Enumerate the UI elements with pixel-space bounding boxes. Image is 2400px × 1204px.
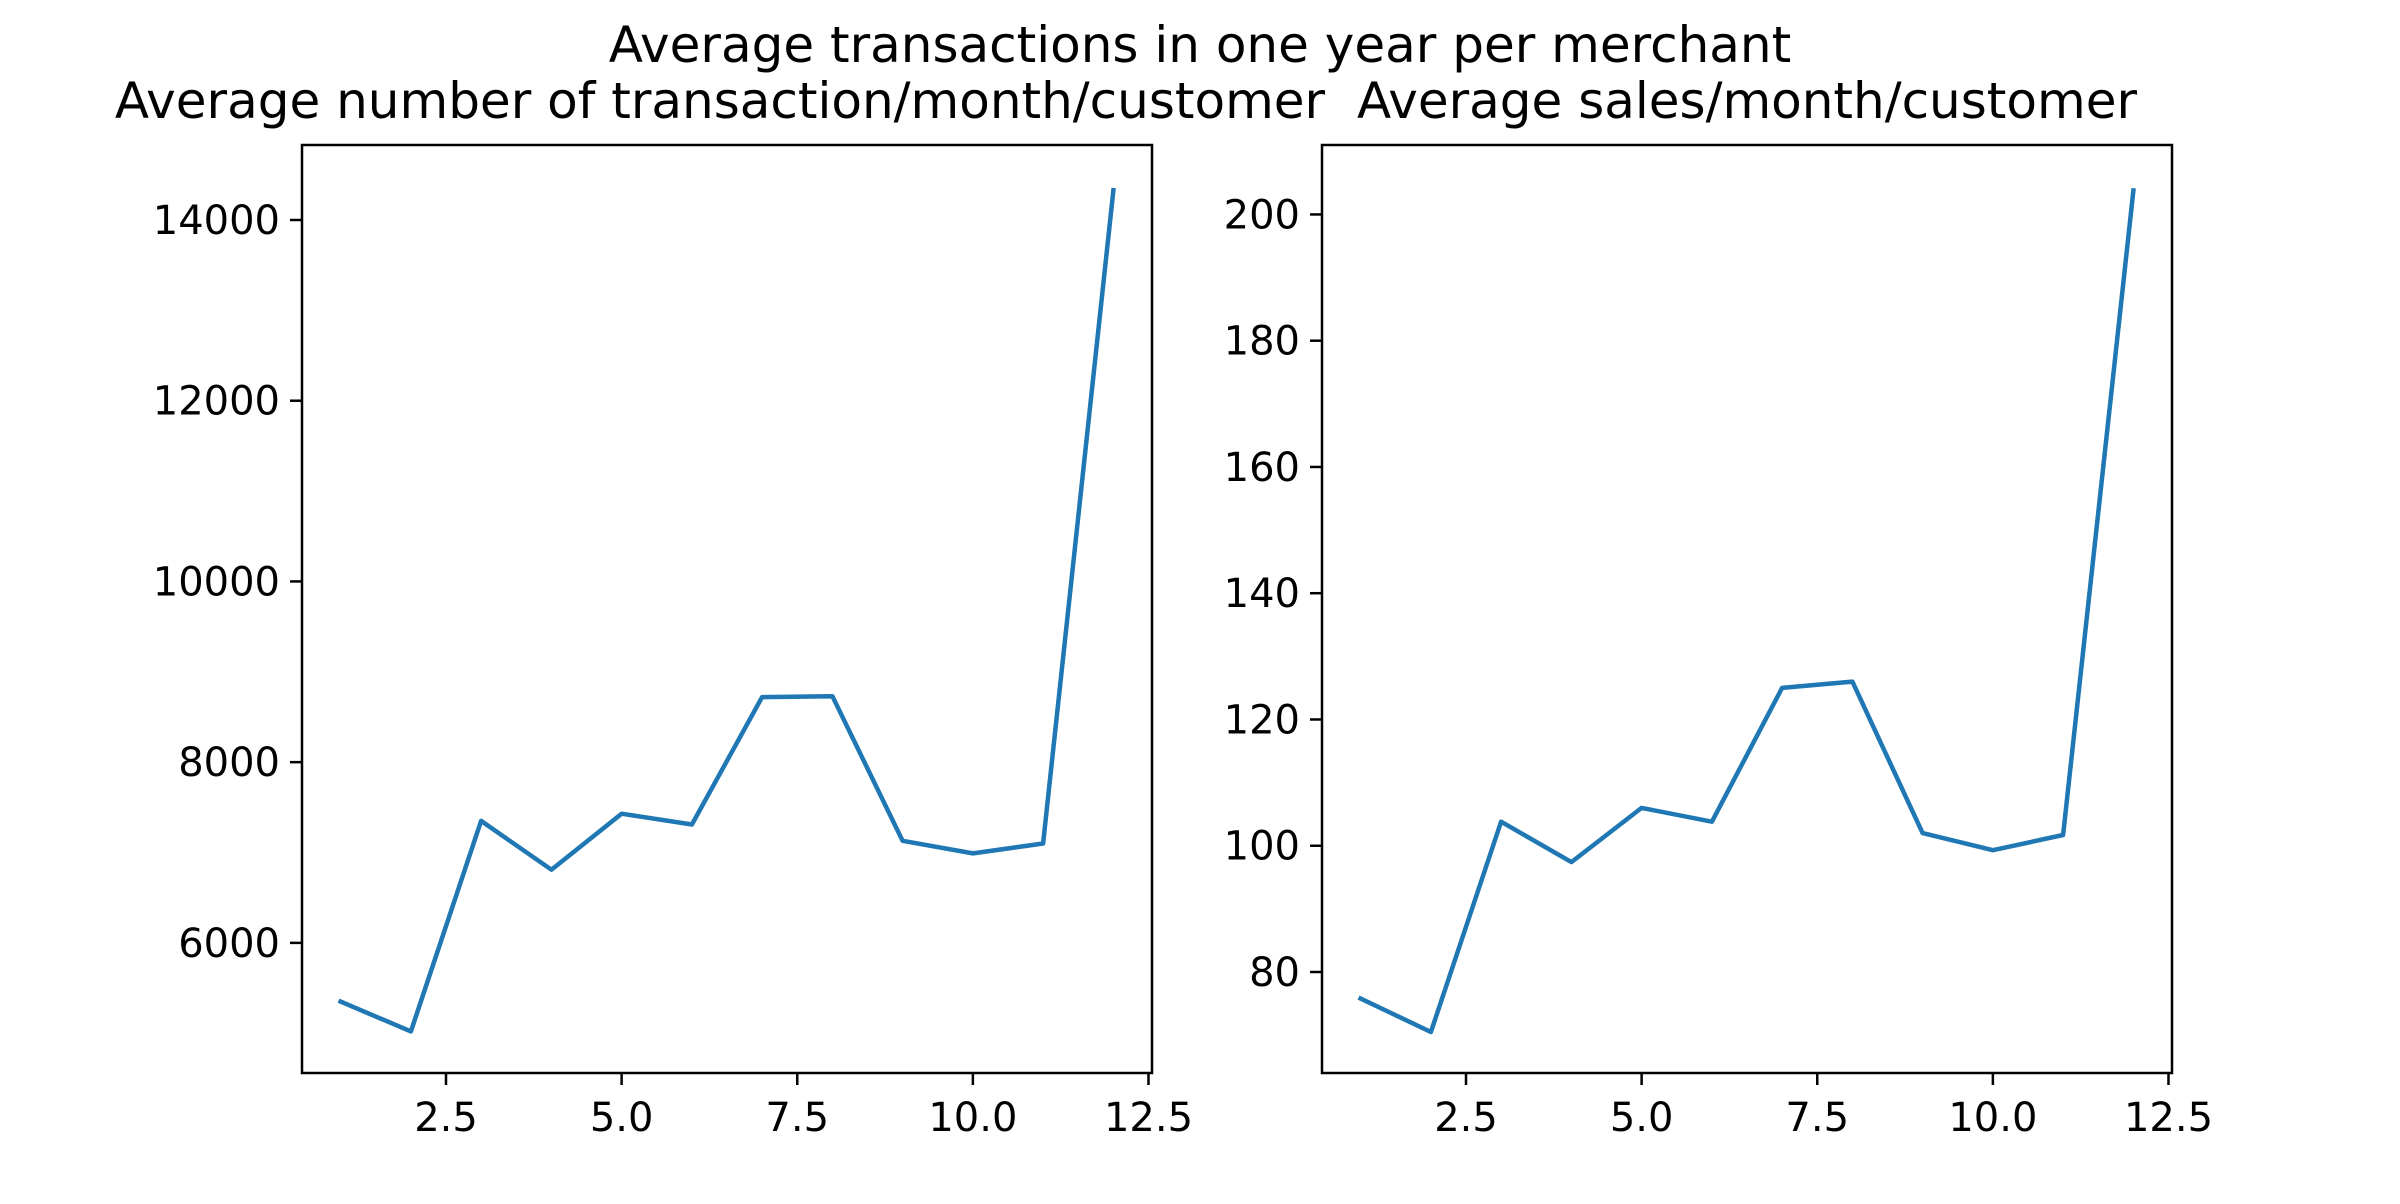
y-tick-label: 200 <box>1224 192 1300 238</box>
data-point <box>1850 680 1854 684</box>
data-point <box>409 1029 413 1033</box>
x-tick-label: 10.0 <box>928 1095 1017 1141</box>
x-tick-label: 5.0 <box>590 1095 654 1141</box>
subplot-title: Average sales/month/customer <box>1357 72 2137 130</box>
data-point <box>549 868 553 872</box>
data-point <box>620 812 624 816</box>
axes-frame <box>1320 143 2174 1075</box>
subplot-title: Average number of transaction/month/cust… <box>115 72 1326 130</box>
data-point <box>1359 997 1363 1001</box>
y-tick-label: 14000 <box>153 198 280 244</box>
x-tick-label: 10.0 <box>1948 1095 2037 1141</box>
series-line <box>337 187 1116 1034</box>
data-point <box>971 851 975 855</box>
data-point <box>1041 841 1045 845</box>
x-tick-label: 2.5 <box>1434 1095 1498 1141</box>
subplot-1: Average number of transaction/month/cust… <box>115 72 1326 1141</box>
data-point <box>1569 860 1573 864</box>
data-point <box>901 839 905 843</box>
subplot-2: Average sales/month/customer 2.5 5.0 7.5 10.… <box>1224 72 2213 1141</box>
data-point <box>1640 806 1644 810</box>
y-tick-label: 140 <box>1224 571 1300 617</box>
y-tick-label: 8000 <box>178 740 280 786</box>
x-tick-label: 5.0 <box>1610 1095 1674 1141</box>
y-tick-label: 12000 <box>153 379 280 425</box>
data-point <box>1429 1030 1433 1034</box>
axes-frame <box>300 143 1154 1075</box>
x-tick-label: 2.5 <box>414 1095 478 1141</box>
data-point <box>479 819 483 823</box>
data-point <box>339 1000 343 1004</box>
data-point <box>2131 188 2135 192</box>
data-point <box>830 694 834 698</box>
y-tick-label: 6000 <box>178 921 280 967</box>
y-tick-label: 10000 <box>153 559 280 605</box>
series-line <box>1357 188 2136 1035</box>
x-tick-label: 7.5 <box>1785 1095 1849 1141</box>
x-tick-label: 12.5 <box>2124 1095 2213 1141</box>
data-point <box>1499 820 1503 824</box>
y-tick-label: 160 <box>1224 445 1300 491</box>
figure-title: Average transactions in one year per mer… <box>608 16 1792 74</box>
y-tick-label: 180 <box>1224 319 1300 365</box>
data-point <box>760 695 764 699</box>
data-point <box>1780 686 1784 690</box>
x-tick-label: 7.5 <box>765 1095 829 1141</box>
data-point <box>1111 188 1115 192</box>
data-point <box>1991 848 1995 852</box>
y-tick-label: 100 <box>1224 824 1300 870</box>
data-point <box>2061 833 2065 837</box>
data-point <box>1710 820 1714 824</box>
data-point <box>690 823 694 827</box>
y-tick-label: 80 <box>1249 950 1300 996</box>
x-tick-label: 12.5 <box>1104 1095 1193 1141</box>
data-point <box>1921 831 1925 835</box>
y-tick-label: 120 <box>1224 697 1300 743</box>
